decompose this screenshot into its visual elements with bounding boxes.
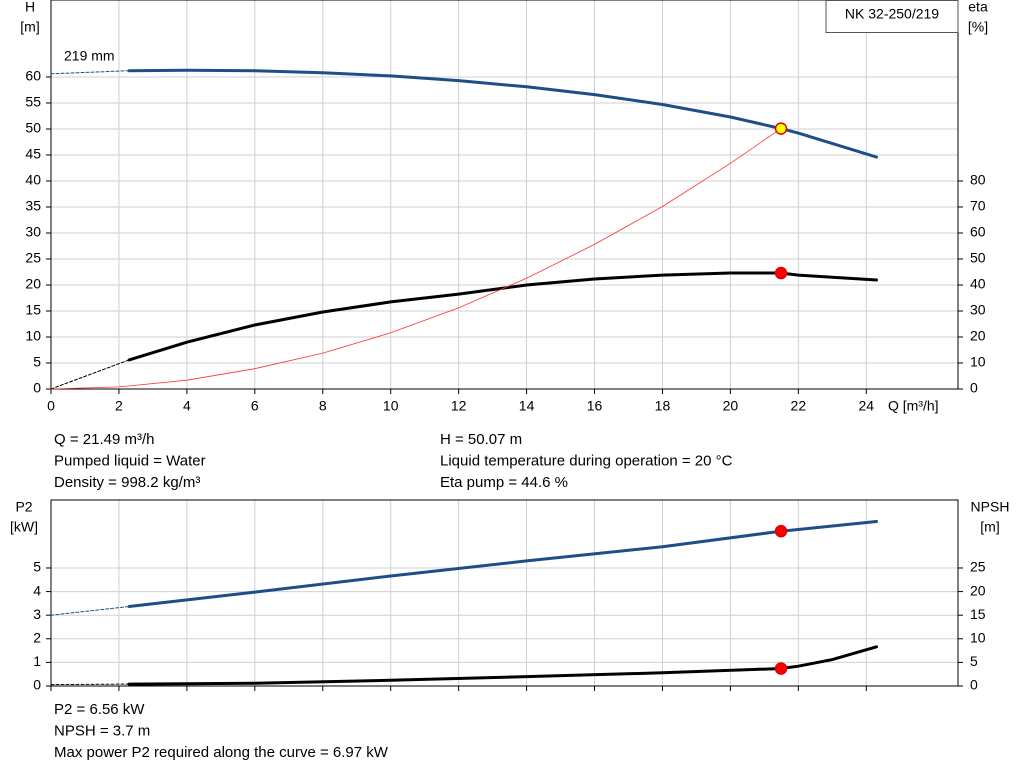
curve xyxy=(127,68,878,159)
y2-tick-label: 50 xyxy=(970,250,986,266)
x-tick-label: 12 xyxy=(451,398,467,414)
y-tick-label: 5 xyxy=(33,559,41,575)
y-tick-label: 10 xyxy=(25,328,41,344)
y2-tick-label: 25 xyxy=(970,559,986,575)
info-text: P2 = 6.56 kW xyxy=(54,701,145,718)
y-axis-unit: [m] xyxy=(20,19,39,35)
x-tick-label: 18 xyxy=(655,398,671,414)
y2-tick-label: 15 xyxy=(970,606,986,622)
x-tick-label: 24 xyxy=(858,398,874,414)
y-tick-label: 40 xyxy=(25,172,41,188)
y2-tick-label: 60 xyxy=(970,224,986,240)
y2-tick-label: 70 xyxy=(970,198,986,214)
info-text: H = 50.07 m xyxy=(440,431,522,448)
plot-frame xyxy=(50,0,959,390)
operating-point xyxy=(774,662,788,675)
y2-tick-label: 40 xyxy=(970,276,986,292)
y-tick-label: 0 xyxy=(33,380,41,396)
y-tick-label: 15 xyxy=(25,302,41,318)
operating-point xyxy=(774,122,788,135)
y2-tick-label: 20 xyxy=(970,582,986,598)
y-axis-label: P2 xyxy=(15,499,32,515)
x-tick-label: 14 xyxy=(519,398,535,414)
x-tick-label: 22 xyxy=(791,398,807,414)
y2-tick-label: 30 xyxy=(970,302,986,318)
x-tick-label: 8 xyxy=(319,398,327,414)
y-tick-label: 45 xyxy=(25,146,41,162)
x-tick-label: 0 xyxy=(47,398,55,414)
x-tick-label: 6 xyxy=(251,398,259,414)
y2-tick-label: 5 xyxy=(970,653,978,669)
y-axis-unit: [kW] xyxy=(10,519,38,535)
title-box xyxy=(825,0,959,33)
info-text: Eta pump = 44.6 % xyxy=(440,474,568,491)
y2-axis-label: eta xyxy=(968,0,988,15)
info-text: Density = 998.2 kg/m³ xyxy=(54,474,200,491)
y-tick-label: 0 xyxy=(33,677,41,693)
x-tick-label: 10 xyxy=(383,398,399,414)
y2-tick-label: 20 xyxy=(970,328,986,344)
y2-axis-unit: [m] xyxy=(980,519,999,535)
x-tick-label: 20 xyxy=(723,398,739,414)
curve xyxy=(50,606,130,616)
y2-tick-label: 10 xyxy=(970,629,986,645)
curve xyxy=(127,645,878,686)
curve xyxy=(127,520,878,608)
curve xyxy=(50,683,130,686)
y2-axis-label: NPSH xyxy=(971,499,1010,515)
y-tick-label: 55 xyxy=(25,94,41,110)
y-tick-label: 60 xyxy=(25,68,41,84)
y-tick-label: 3 xyxy=(33,606,41,622)
y-tick-label: 35 xyxy=(25,198,41,214)
x-tick-label: 2 xyxy=(115,398,123,414)
plot-frame xyxy=(50,499,959,687)
y-tick-label: 4 xyxy=(33,582,41,598)
operating-point xyxy=(774,524,788,538)
y2-tick-label: 80 xyxy=(970,172,986,188)
curve xyxy=(127,271,878,362)
y2-tick-label: 0 xyxy=(970,380,978,396)
info-text: Q = 21.49 m³/h xyxy=(54,431,154,448)
y-tick-label: 1 xyxy=(33,653,41,669)
info-text: Pumped liquid = Water xyxy=(54,452,206,469)
operating-point xyxy=(774,266,788,280)
y2-axis-unit: [%] xyxy=(968,19,988,35)
info-text: NPSH = 3.7 m xyxy=(54,722,150,739)
y-tick-label: 2 xyxy=(33,629,41,645)
x-axis-label: Q [m³/h] xyxy=(888,398,939,414)
y2-tick-label: 0 xyxy=(970,677,978,693)
x-tick-label: 4 xyxy=(183,398,191,414)
y-axis-label: H xyxy=(25,0,35,15)
x-tick-label: 16 xyxy=(587,398,603,414)
y-tick-label: 5 xyxy=(33,354,41,370)
chart-title: NK 32-250/219 xyxy=(845,6,939,22)
y-tick-label: 25 xyxy=(25,250,41,266)
curve xyxy=(50,359,130,390)
y-tick-label: 30 xyxy=(25,224,41,240)
curve-label: 219 mm xyxy=(64,48,115,64)
y-tick-label: 50 xyxy=(25,120,41,136)
curve xyxy=(50,70,130,75)
y-tick-label: 20 xyxy=(25,276,41,292)
info-text: Max power P2 required along the curve = … xyxy=(54,744,389,761)
y2-tick-label: 10 xyxy=(970,354,986,370)
info-text: Liquid temperature during operation = 20… xyxy=(440,452,733,469)
curve xyxy=(50,128,782,390)
